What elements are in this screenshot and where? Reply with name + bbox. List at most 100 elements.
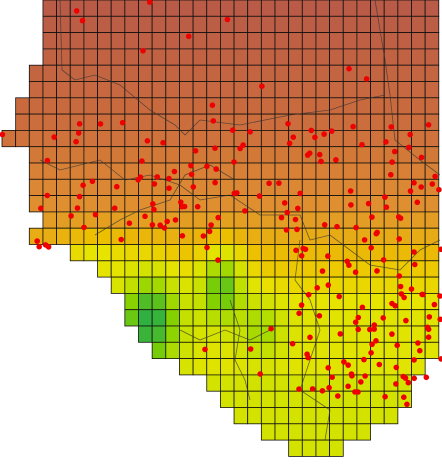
grid-cell bbox=[28, 162, 44, 180]
grid-cell bbox=[274, 374, 290, 392]
station-point bbox=[423, 374, 430, 381]
grid-cell bbox=[329, 309, 344, 327]
station-point bbox=[368, 245, 375, 251]
station-point bbox=[406, 144, 412, 151]
grid-cell bbox=[356, 48, 371, 66]
grid-cell bbox=[356, 260, 371, 278]
grid-cell bbox=[179, 276, 194, 294]
grid-cell bbox=[219, 374, 235, 392]
grid-cell bbox=[274, 129, 290, 148]
station-point bbox=[316, 313, 323, 319]
station-point bbox=[147, 0, 153, 5]
grid-cell bbox=[151, 81, 167, 99]
grid-cell bbox=[206, 48, 221, 66]
grid-cell bbox=[383, 0, 399, 17]
station-point bbox=[178, 199, 184, 205]
grid-cell bbox=[97, 32, 112, 50]
grid-cell bbox=[165, 0, 180, 17]
station-point bbox=[393, 364, 400, 371]
grid-cell bbox=[206, 276, 221, 294]
grid-cell bbox=[69, 244, 85, 262]
station-point bbox=[352, 269, 359, 276]
station-point bbox=[192, 148, 199, 154]
station-point bbox=[118, 236, 124, 243]
station-point bbox=[200, 233, 207, 239]
grid-cell bbox=[370, 374, 385, 392]
station-point bbox=[388, 171, 394, 178]
grid-cell bbox=[301, 0, 317, 17]
grid-cell bbox=[260, 407, 276, 425]
grid-cell bbox=[42, 178, 58, 197]
grid-cell bbox=[138, 32, 153, 50]
grid-cell bbox=[179, 325, 194, 343]
grid-cell bbox=[179, 211, 194, 229]
grid-cell bbox=[219, 325, 235, 343]
grid-cell bbox=[56, 146, 71, 164]
grid-cell bbox=[288, 97, 303, 115]
station-point bbox=[341, 359, 347, 365]
grid-cell bbox=[370, 64, 385, 82]
station-point bbox=[68, 213, 74, 219]
grid-cell bbox=[179, 113, 194, 131]
grid-cell bbox=[260, 309, 276, 327]
grid-cell bbox=[206, 260, 221, 278]
grid-cell bbox=[247, 146, 262, 164]
grid-cell bbox=[424, 195, 440, 213]
grid-cell bbox=[301, 81, 317, 99]
station-point bbox=[417, 347, 423, 354]
grid-cell bbox=[411, 276, 426, 294]
grid-cell bbox=[165, 32, 180, 50]
station-point bbox=[345, 362, 352, 368]
grid-cell bbox=[56, 0, 71, 17]
grid-cell bbox=[260, 276, 276, 294]
grid-cell bbox=[260, 97, 276, 115]
grid-cell bbox=[274, 292, 290, 311]
grid-cell bbox=[301, 15, 317, 33]
grid-cell bbox=[329, 32, 344, 50]
station-point bbox=[398, 291, 405, 297]
station-point bbox=[151, 206, 157, 213]
grid-cell bbox=[274, 64, 290, 82]
station-point bbox=[209, 102, 216, 108]
grid-cell bbox=[383, 32, 399, 50]
grid-cell bbox=[233, 15, 249, 33]
station-point bbox=[380, 315, 387, 321]
station-point bbox=[321, 222, 328, 228]
station-point bbox=[408, 286, 415, 292]
station-point bbox=[319, 268, 326, 274]
grid-cell bbox=[260, 113, 276, 131]
station-point bbox=[292, 216, 299, 223]
grid-cell bbox=[151, 48, 167, 66]
station-points bbox=[0, 0, 442, 408]
grid-cell bbox=[124, 260, 139, 278]
grid-cell bbox=[83, 244, 98, 262]
grid-cell bbox=[124, 244, 139, 262]
station-point bbox=[337, 331, 344, 337]
station-point bbox=[307, 334, 313, 341]
grid-cell bbox=[288, 276, 303, 294]
grid-cell bbox=[138, 64, 153, 82]
grid-cell bbox=[356, 341, 371, 359]
grid-cell bbox=[424, 32, 440, 50]
station-point bbox=[395, 214, 402, 220]
grid-cell bbox=[233, 0, 249, 17]
grid-cell bbox=[151, 325, 167, 343]
grid-cell bbox=[356, 81, 371, 99]
station-point bbox=[350, 123, 356, 130]
station-point bbox=[89, 178, 96, 185]
grid-cell bbox=[69, 97, 85, 115]
grid-cell bbox=[56, 178, 71, 197]
station-point bbox=[194, 203, 201, 210]
grid-cell bbox=[165, 260, 180, 278]
grid-cell bbox=[56, 129, 71, 148]
grid-cell bbox=[110, 162, 126, 180]
grid-cell bbox=[83, 64, 98, 82]
grid-cell bbox=[219, 244, 235, 262]
grid-cell bbox=[301, 260, 317, 278]
station-point bbox=[75, 130, 82, 136]
station-point bbox=[325, 253, 331, 259]
grid-cell bbox=[151, 32, 167, 50]
grid-cell bbox=[165, 276, 180, 294]
station-point bbox=[359, 304, 366, 311]
station-point bbox=[179, 233, 186, 239]
